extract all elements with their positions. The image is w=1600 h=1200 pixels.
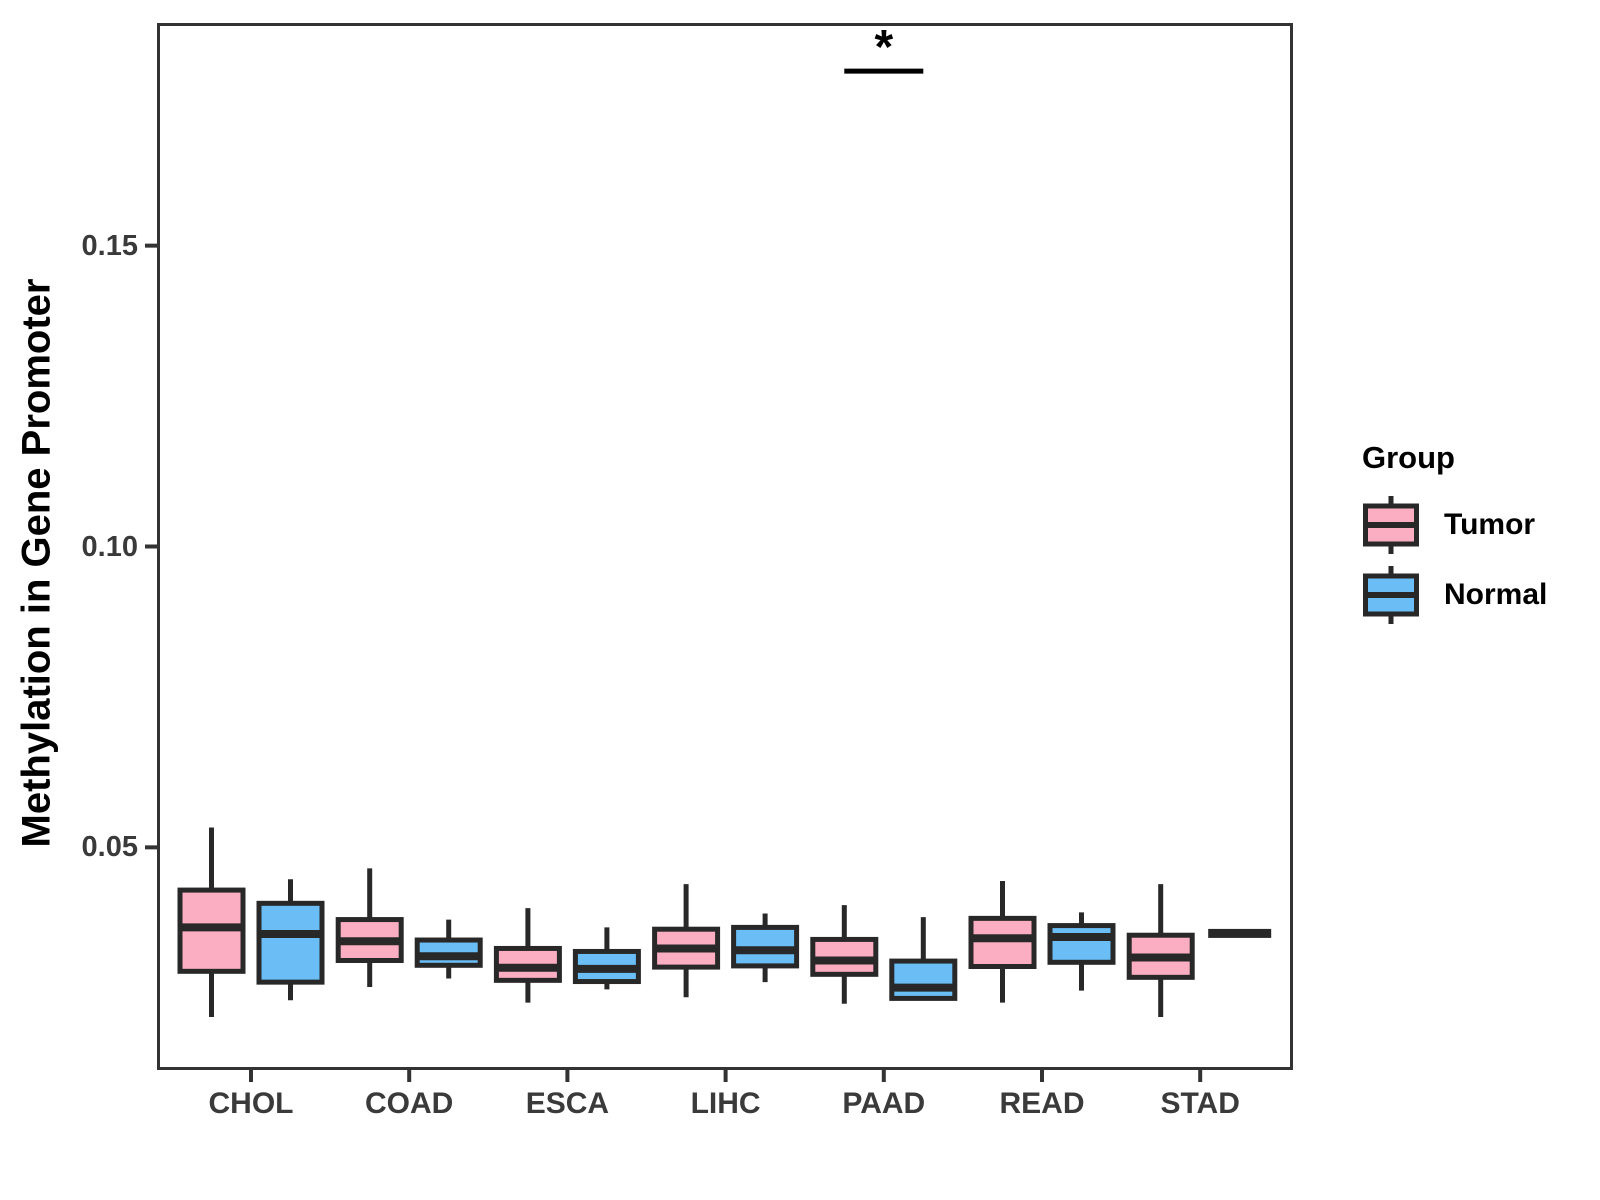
x-tick-label-CHOL: CHOL — [208, 1087, 294, 1120]
legend-title: Group — [1362, 440, 1455, 475]
box-CHOL-Normal — [256, 900, 325, 985]
legend-entry-normal: Normal — [1362, 564, 1547, 626]
y-tick-label: 0.10 — [81, 530, 138, 563]
legend-entries: Tumor Normal — [1362, 494, 1547, 626]
y-tick-label: 0.05 — [81, 831, 138, 864]
significance-star: * — [874, 21, 893, 74]
panel-border — [157, 23, 1293, 1070]
y-axis-title: Methylation in Gene Promoter — [14, 278, 59, 848]
x-tick-label-LIHC: LIHC — [690, 1087, 761, 1120]
y-tick-label: 0.15 — [81, 229, 138, 262]
x-tick-label-ESCA: ESCA — [525, 1087, 610, 1120]
x-tick-label-PAAD: PAAD — [842, 1087, 926, 1120]
box-READ-Tumor — [968, 915, 1037, 970]
box-READ-Normal — [1047, 923, 1116, 965]
x-tick-label-READ: READ — [999, 1087, 1085, 1120]
legend-entry-tumor: Tumor — [1362, 494, 1547, 556]
legend-label: Normal — [1444, 578, 1548, 611]
legend-boxplot-glyph-normal — [1363, 566, 1419, 624]
x-tick-label-COAD: COAD — [365, 1087, 454, 1120]
legend: Group Tumor Normal — [1362, 440, 1547, 634]
legend-label: Tumor — [1444, 508, 1536, 541]
median-dash-STAD-Normal — [1208, 928, 1272, 938]
box-PAAD-Normal — [889, 958, 958, 1001]
x-tick-label-STAD: STAD — [1160, 1087, 1240, 1120]
legend-boxplot-glyph-tumor — [1363, 496, 1419, 554]
